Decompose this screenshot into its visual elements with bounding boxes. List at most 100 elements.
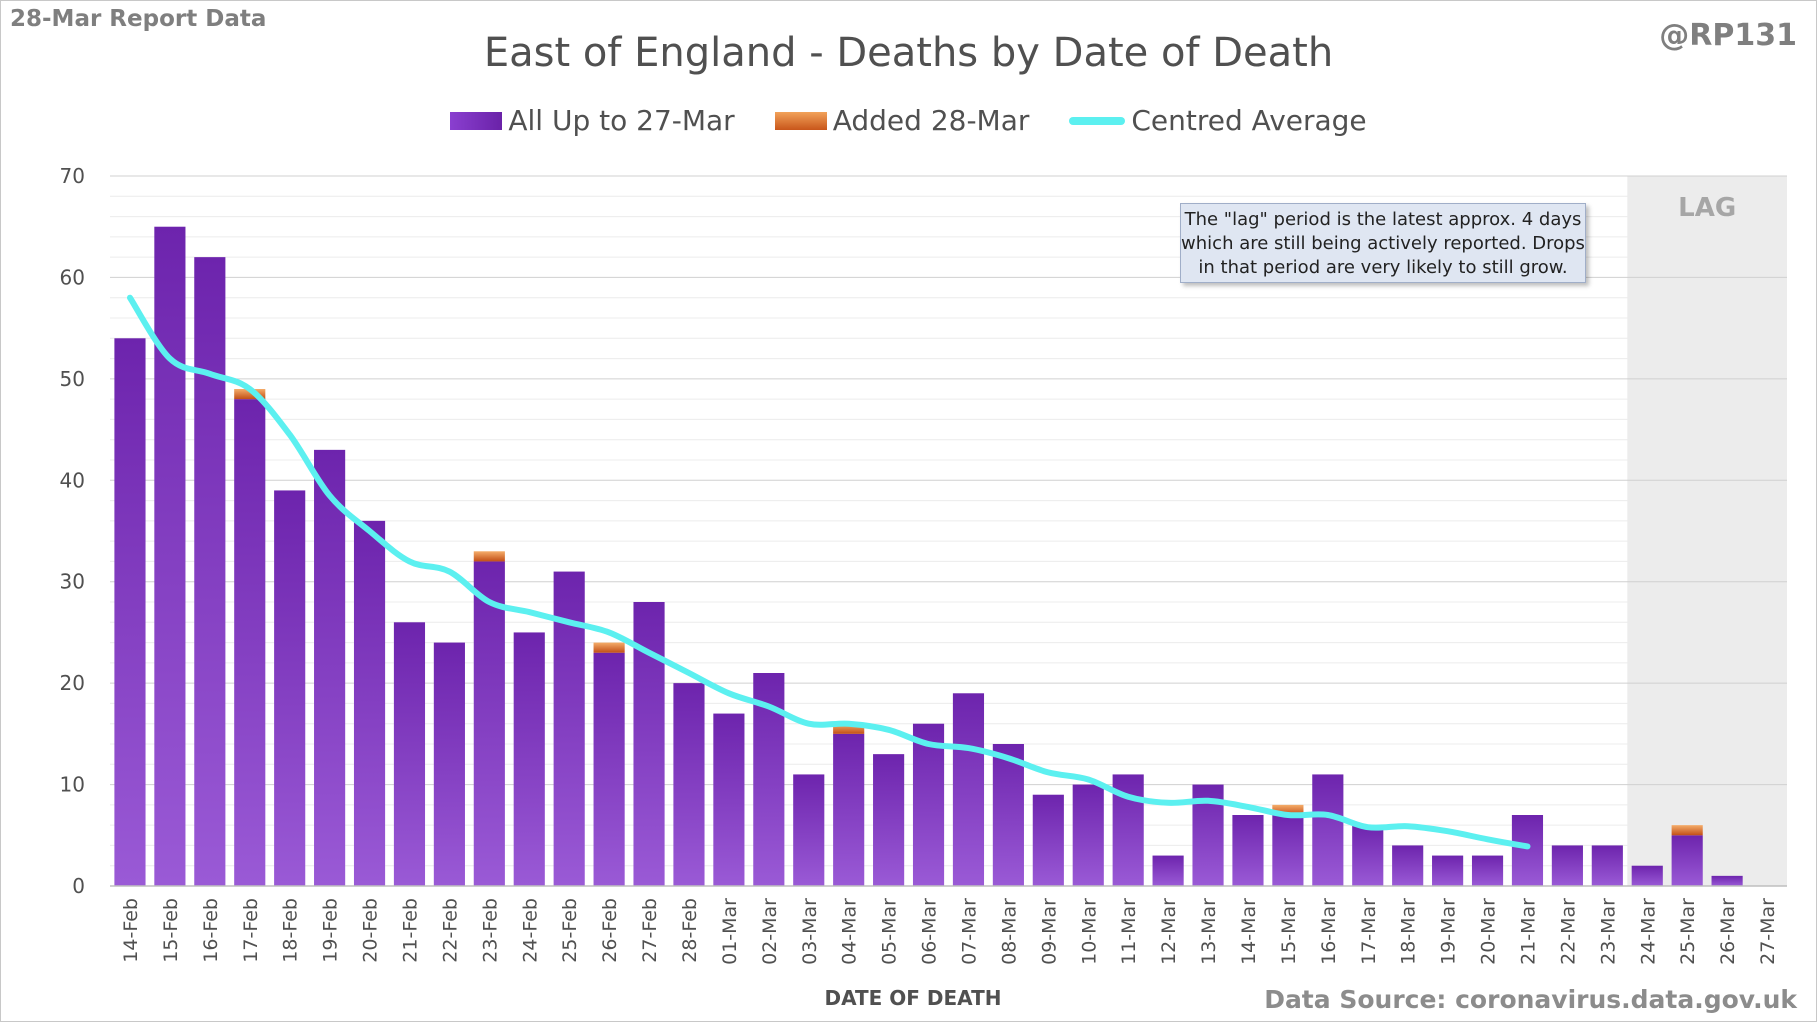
y-tick-label: 10 [60, 773, 85, 797]
centred-average-line [127, 294, 1531, 850]
bar-base [1152, 855, 1184, 886]
x-tick-label: 14-Mar [1238, 898, 1260, 965]
bar-added [1272, 804, 1304, 815]
lag-note: The "lag" period is the latest approx. 4… [1180, 203, 1586, 283]
bar-base [274, 490, 306, 886]
lag-band [1627, 176, 1787, 886]
author-handle: @RP131 [1659, 18, 1797, 53]
x-tick-label: 17-Feb [240, 898, 262, 963]
x-tick-label: 10-Mar [1078, 898, 1100, 965]
x-tick-label: 03-Mar [799, 898, 821, 965]
x-tick-label: 15-Feb [160, 898, 182, 963]
bar-base [393, 622, 426, 886]
x-tick-label: 25-Mar [1677, 898, 1699, 965]
y-tick-label: 50 [60, 367, 85, 391]
bar-base [873, 754, 905, 886]
data-source: Data Source: coronavirus.data.gov.uk [1264, 985, 1797, 1014]
legend-swatch-added [774, 111, 827, 130]
x-tick-label: 26-Mar [1717, 898, 1739, 965]
x-tick-label: 04-Mar [839, 898, 861, 965]
x-tick-label: 20-Feb [360, 898, 382, 963]
y-tick-label: 0 [72, 874, 85, 898]
x-tick-label: 25-Feb [559, 898, 581, 963]
x-tick-label: 21-Mar [1517, 898, 1539, 965]
bar-base [1432, 855, 1464, 886]
x-tick-label: 09-Mar [1038, 898, 1060, 965]
bar-base [833, 733, 865, 886]
x-tick-label: 19-Mar [1438, 898, 1460, 965]
bar-base [154, 226, 186, 886]
gridlines [110, 175, 1787, 867]
bar-base [1352, 825, 1384, 886]
y-tick-label: 20 [60, 671, 85, 695]
y-tick-label: 30 [60, 570, 85, 594]
bar-base [234, 399, 266, 886]
x-tick-label: 24-Mar [1637, 898, 1659, 965]
chart-title: East of England - Deaths by Date of Deat… [483, 30, 1334, 76]
x-tick-label: 15-Mar [1278, 898, 1300, 965]
bar-added [1671, 825, 1703, 836]
x-tick-label: 08-Mar [998, 898, 1020, 965]
x-tick-label: 16-Mar [1318, 898, 1340, 965]
legend-label-added: Added 28-Mar [832, 104, 1030, 137]
x-tick-label: 07-Mar [958, 898, 980, 965]
legend-label-average: Centred Average [1131, 104, 1367, 137]
bar-base [793, 774, 825, 886]
lag-label: LAG [1678, 193, 1736, 223]
bar-base [1511, 815, 1544, 886]
bar-base [713, 713, 745, 886]
y-tick-label: 40 [60, 468, 85, 492]
x-tick-label: 23-Feb [479, 898, 501, 963]
x-tick-label: 23-Mar [1597, 898, 1619, 965]
bar-base [952, 693, 985, 886]
x-tick-label: 13-Mar [1198, 898, 1220, 965]
x-tick-label: 19-Feb [320, 898, 342, 963]
x-tick-label: 06-Mar [919, 898, 941, 965]
x-tick-label: 21-Feb [399, 898, 421, 963]
bar-base [314, 449, 346, 886]
x-tick-label: 24-Feb [519, 898, 541, 963]
bar-base [353, 520, 386, 886]
x-tick-label: 22-Feb [439, 898, 461, 963]
x-tick-label: 01-Mar [719, 898, 741, 965]
bar-base [1072, 784, 1104, 886]
bar-base [114, 338, 146, 886]
bar-base [912, 723, 945, 886]
x-tick-label: 27-Feb [639, 898, 661, 963]
x-tick-label: 02-Mar [759, 898, 781, 965]
y-tick-labels: 0 10 20 30 40 50 60 70 [60, 164, 85, 898]
y-tick-label: 70 [60, 164, 85, 188]
bar-added [833, 723, 865, 734]
x-tick-label: 18-Mar [1398, 898, 1420, 965]
x-tick-label: 17-Mar [1358, 898, 1380, 965]
bar-base [1471, 855, 1504, 886]
bar-base [992, 744, 1024, 886]
bar-base [673, 683, 705, 886]
x-tick-label: 28-Feb [679, 898, 701, 963]
x-tick-label: 27-Mar [1757, 898, 1779, 965]
legend-item-added: Added 28-Mar [774, 104, 1030, 137]
bar-added [473, 551, 505, 562]
bar-base [1392, 845, 1424, 886]
x-tick-label: 20-Mar [1478, 898, 1500, 965]
bar-base [1272, 815, 1304, 886]
x-tick-label: 22-Mar [1557, 898, 1579, 965]
x-tick-label: 26-Feb [599, 898, 621, 963]
bar-base [593, 652, 625, 886]
legend-label-base: All Up to 27-Mar [508, 104, 735, 137]
legend-swatch-average [1069, 116, 1126, 125]
legend-swatch-base [450, 111, 503, 130]
x-tick-label: 12-Mar [1158, 898, 1180, 965]
bar-base [433, 642, 465, 886]
bar-base [1671, 835, 1703, 886]
legend: All Up to 27-Mar Added 28-Mar Centred Av… [0, 104, 1817, 137]
bar-base [1631, 865, 1663, 886]
bar-base [1591, 845, 1623, 886]
bar-base [1032, 794, 1064, 886]
legend-item-average: Centred Average [1069, 104, 1367, 137]
x-tick-label: 05-Mar [879, 898, 901, 965]
x-axis-title: DATE OF DEATH [825, 986, 1002, 1010]
bars [114, 226, 1743, 887]
bar-base [1232, 815, 1264, 886]
